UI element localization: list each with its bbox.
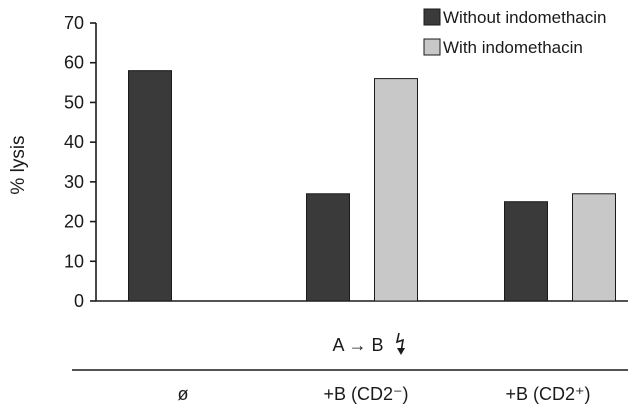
bar-without-indomethacin [128,70,172,302]
legend-swatch [423,8,441,26]
bars-group [128,70,616,302]
y-tick-label: 70 [64,13,84,33]
annotation-label: A → B [332,335,383,355]
category-labels: ø +B (CD2⁻) +B (CD2⁺) [178,384,591,404]
y-tick-label: 20 [64,212,84,232]
y-tick-label: 10 [64,251,84,271]
y-tick-label: 0 [74,291,84,311]
bar-without-indomethacin [306,193,350,302]
y-axis-label: % lysis [8,135,29,194]
y-tick-label: 60 [64,53,84,73]
y-tick-label: 30 [64,172,84,192]
legend-label: With indomethacin [443,38,583,57]
y-axis-ticks: 0 10 20 30 40 50 60 70 [64,13,96,311]
bar-with-indomethacin [572,193,616,302]
category-label: +B (CD2⁻) [323,384,408,404]
y-tick-label: 50 [64,92,84,112]
bar-with-indomethacin [374,78,418,302]
category-label: +B (CD2⁺) [505,384,590,404]
y-tick-label: 40 [64,132,84,152]
legend-label: Without indomethacin [443,8,606,27]
lightning-arrow-icon [395,332,405,353]
bar-without-indomethacin [504,201,548,302]
legend-swatch [423,38,441,56]
legend: Without indomethacin With indomethacin [423,8,606,57]
annotation-group: A → B [332,332,405,355]
lightning-arrowhead-icon [397,348,405,355]
category-label: ø [178,384,189,404]
